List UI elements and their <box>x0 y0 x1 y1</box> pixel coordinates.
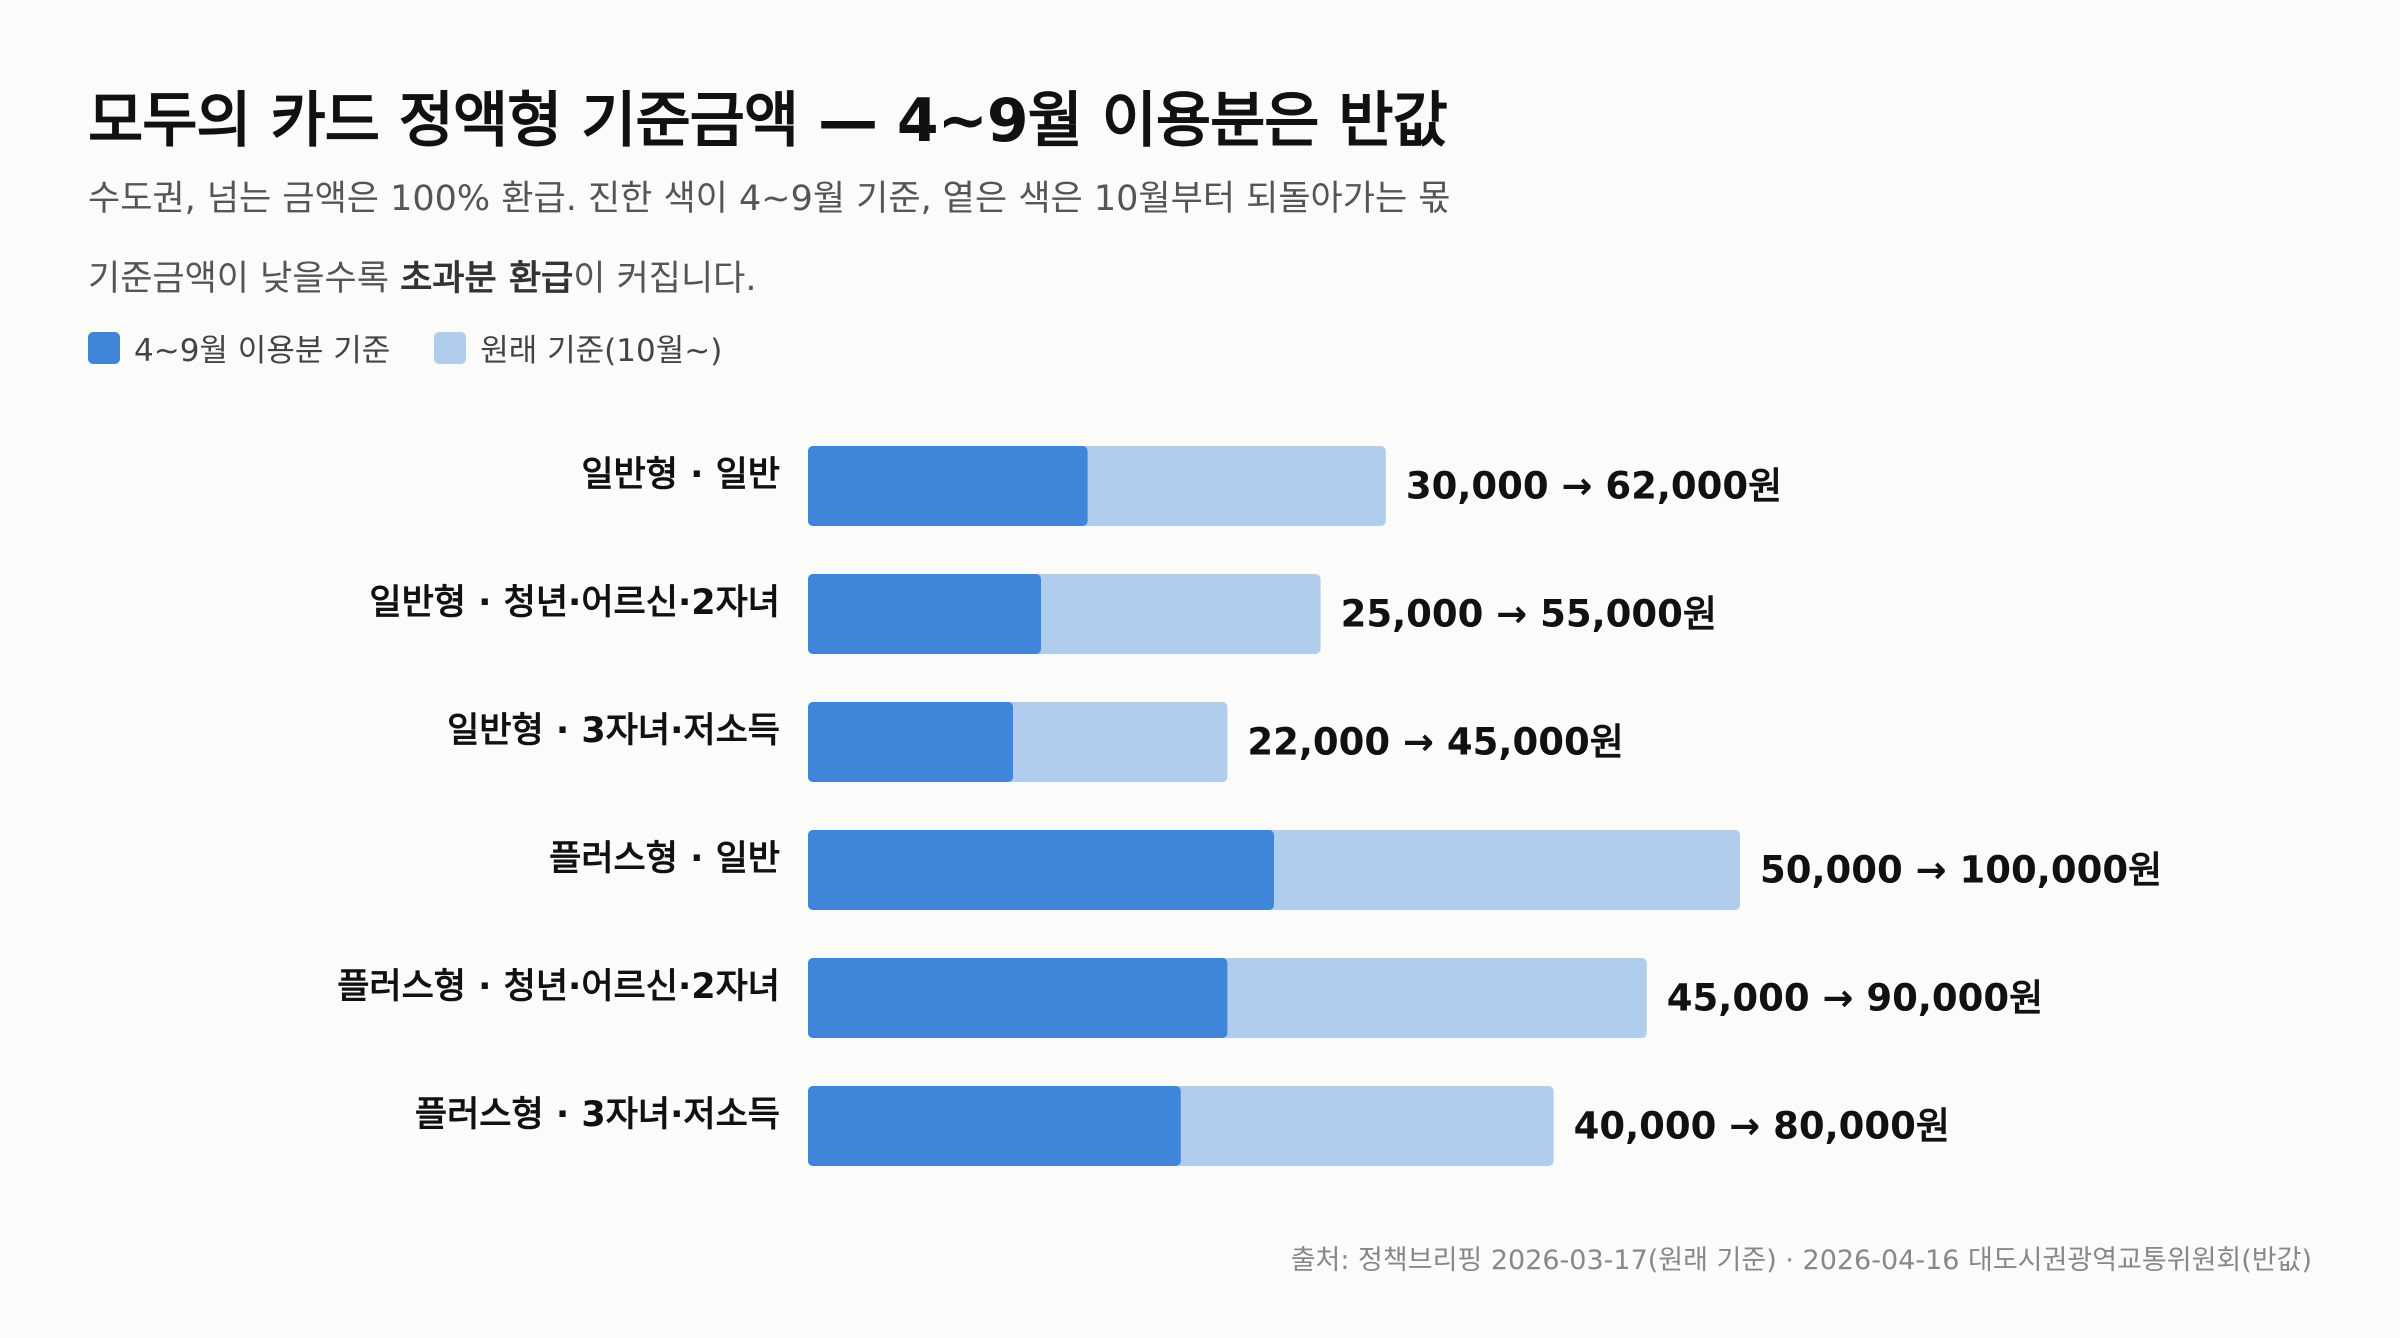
chart-subtitle-line2: 기준금액이 낮을수록 초과분 환급이 커집니다. <box>88 250 757 301</box>
category-label: 플러스형 · 청년·어르신·2자녀 <box>337 967 780 1007</box>
subtitle-line2-prefix: 기준금액이 낮을수록 <box>88 259 401 299</box>
legend-label-secondary: 원래 기준(10월~) <box>480 333 723 369</box>
bar-data-label: 30,000 → 62,000원 <box>1406 465 1782 508</box>
bar-data-label: 25,000 → 55,000원 <box>1341 593 1717 636</box>
bar-apr-sep <box>808 830 1274 910</box>
category-label: 플러스형 · 3자녀·저소득 <box>415 1095 780 1135</box>
source-note: 출처: 정책브리핑 2026-03-17(원래 기준) · 2026-04-16… <box>1290 1245 2312 1276</box>
bar-apr-sep <box>808 446 1088 526</box>
category-label: 일반형 · 일반 <box>581 455 780 495</box>
legend-swatch-secondary <box>434 331 467 364</box>
legend-item-secondary: 원래 기준(10월~) <box>434 325 722 370</box>
bar-data-label: 22,000 → 45,000원 <box>1247 721 1623 764</box>
subtitle-line2-suffix: 이 커집니다. <box>573 259 757 299</box>
legend-label-primary: 4~9월 이용분 기준 <box>134 333 391 369</box>
bar-apr-sep <box>808 1086 1181 1166</box>
category-label: 일반형 · 청년·어르신·2자녀 <box>369 583 780 623</box>
category-label: 플러스형 · 일반 <box>549 839 780 879</box>
chart-legend: 4~9월 이용분 기준 원래 기준(10월~) <box>88 325 766 370</box>
bar-data-label: 45,000 → 90,000원 <box>1667 977 2043 1020</box>
category-label: 일반형 · 3자녀·저소득 <box>447 711 780 751</box>
legend-item-primary: 4~9월 이용분 기준 <box>88 325 390 370</box>
bar-data-label: 40,000 → 80,000원 <box>1574 1105 1950 1148</box>
chart-subtitle-line1: 수도권, 넘는 금액은 100% 환급. 진한 색이 4~9월 기준, 옅은 색… <box>88 179 1451 219</box>
bar-apr-sep <box>808 574 1041 654</box>
chart-title: 모두의 카드 정액형 기준금액 — 4~9월 이용분은 반값 <box>88 86 1448 156</box>
bar-apr-sep <box>808 958 1228 1038</box>
bar-data-label: 50,000 → 100,000원 <box>1760 849 2162 892</box>
bar-apr-sep <box>808 702 1014 782</box>
subtitle-line2-bold: 초과분 환급 <box>400 259 574 299</box>
legend-swatch-primary <box>88 331 120 364</box>
